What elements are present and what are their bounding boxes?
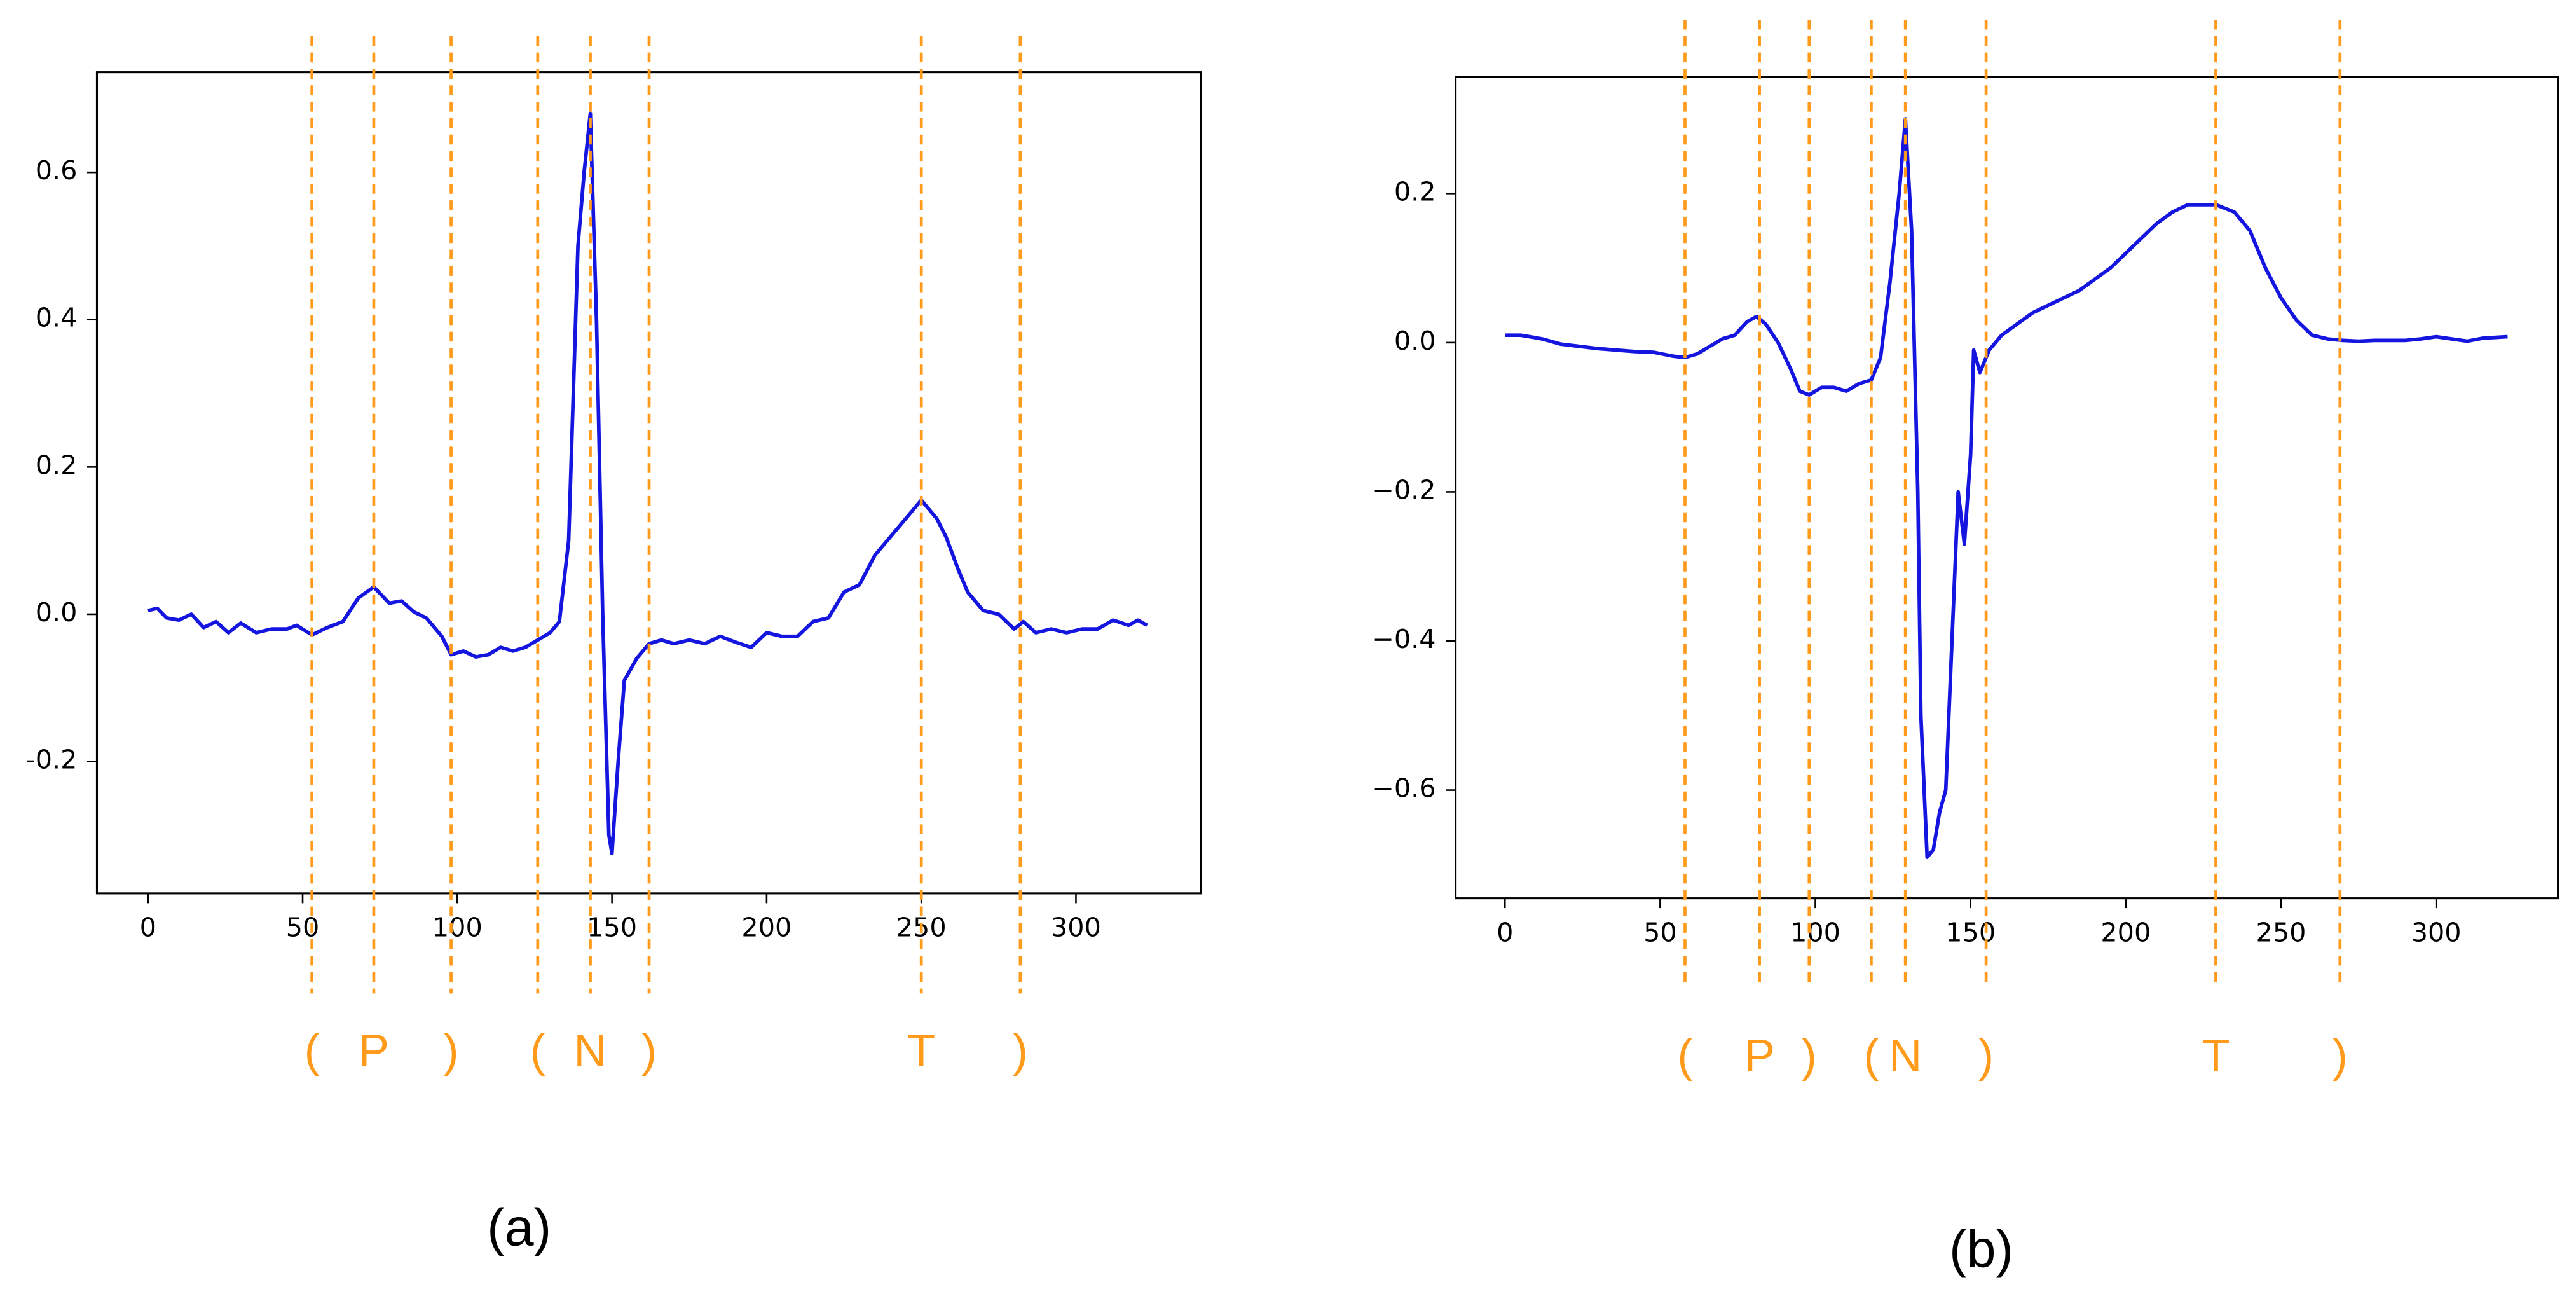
segment-label: P	[1744, 1031, 1775, 1082]
segment-label: (	[530, 1026, 545, 1077]
y-tick-label: 0.0	[1394, 326, 1436, 356]
panel-caption: (b)	[1949, 1219, 2013, 1278]
ecg-line	[1505, 117, 2508, 859]
x-tick-label: 200	[741, 912, 791, 943]
x-tick-label: 0	[1497, 917, 1513, 947]
segment-label: T	[2202, 1031, 2230, 1082]
y-tick-label: 0.4	[36, 303, 78, 333]
panel-caption: (a)	[487, 1198, 551, 1257]
segment-label: (	[1863, 1031, 1879, 1082]
segment-label: (	[1677, 1031, 1692, 1082]
x-tick-label: 250	[2256, 917, 2306, 947]
segment-label: )	[2333, 1031, 2348, 1082]
segment-label: P	[359, 1026, 389, 1077]
y-tick-label: −0.6	[1372, 773, 1435, 804]
x-tick-label: 300	[2411, 917, 2462, 947]
segment-label: (	[305, 1026, 320, 1077]
y-tick-label: 0.6	[36, 155, 78, 186]
x-tick-label: 50	[1643, 917, 1677, 947]
segment-label: )	[1802, 1031, 1817, 1082]
y-tick-label: 0.2	[36, 450, 78, 480]
x-tick-label: 300	[1051, 912, 1101, 943]
y-tick-label: −0.2	[1372, 474, 1435, 505]
plot-frame	[1455, 76, 2559, 900]
segment-label: N	[1889, 1031, 1922, 1082]
x-tick-label: 150	[587, 912, 637, 943]
x-tick-label: 0	[140, 912, 156, 943]
ecg-line	[147, 111, 1148, 856]
segment-label: )	[1013, 1026, 1028, 1077]
segment-label: )	[444, 1026, 459, 1077]
x-tick-label: 50	[286, 912, 320, 943]
segment-label: )	[641, 1026, 657, 1077]
x-tick-label: 100	[432, 912, 483, 943]
x-tick-label: 150	[1945, 917, 1996, 947]
y-tick-label: 0.0	[36, 597, 78, 628]
y-tick-label: 0.2	[1394, 176, 1436, 207]
segment-label: )	[1978, 1031, 1994, 1082]
segment-label: N	[573, 1026, 606, 1077]
x-tick-label: 200	[2100, 917, 2151, 947]
y-tick-label: -0.2	[26, 745, 78, 775]
segment-label: T	[907, 1026, 935, 1077]
x-tick-label: 100	[1790, 917, 1840, 947]
y-tick-label: −0.4	[1372, 624, 1435, 654]
